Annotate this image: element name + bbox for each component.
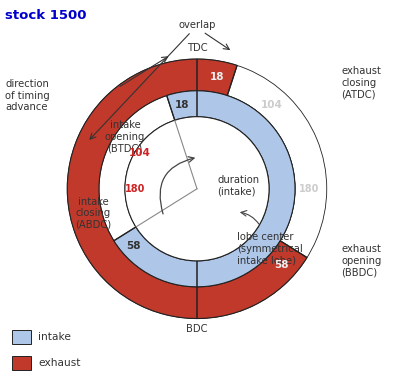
Text: exhaust
opening
(BBDC): exhaust opening (BBDC)	[341, 244, 381, 278]
Wedge shape	[99, 91, 295, 287]
Text: 18: 18	[175, 100, 190, 110]
Wedge shape	[67, 59, 327, 319]
Text: 18: 18	[210, 72, 224, 82]
Text: exhaust: exhaust	[39, 358, 81, 368]
Text: 58: 58	[274, 260, 289, 270]
Text: intake
closing
(ABDC): intake closing (ABDC)	[75, 197, 111, 230]
Text: stock 1500: stock 1500	[5, 9, 87, 22]
Text: 104: 104	[128, 149, 151, 158]
Text: 58: 58	[126, 241, 141, 251]
Wedge shape	[114, 91, 295, 287]
Text: intake
opening
(BTDC): intake opening (BTDC)	[105, 120, 145, 154]
Text: overlap: overlap	[178, 20, 216, 30]
Bar	[13, 330, 31, 345]
Bar	[13, 356, 31, 370]
Text: 104: 104	[261, 100, 283, 110]
Circle shape	[125, 117, 269, 261]
Text: 180: 180	[125, 184, 145, 194]
Text: intake: intake	[39, 332, 71, 342]
Text: lobe center
(symmetrical
intake lobe): lobe center (symmetrical intake lobe)	[237, 232, 303, 265]
Wedge shape	[67, 59, 307, 319]
Text: exhaust
closing
(ATDC): exhaust closing (ATDC)	[341, 66, 381, 100]
Text: BDC: BDC	[186, 324, 208, 334]
Text: direction
of timing
advance: direction of timing advance	[5, 79, 50, 113]
Text: duration
(intake): duration (intake)	[217, 175, 259, 197]
Text: 180: 180	[299, 184, 320, 194]
Text: TDC: TDC	[187, 43, 207, 53]
